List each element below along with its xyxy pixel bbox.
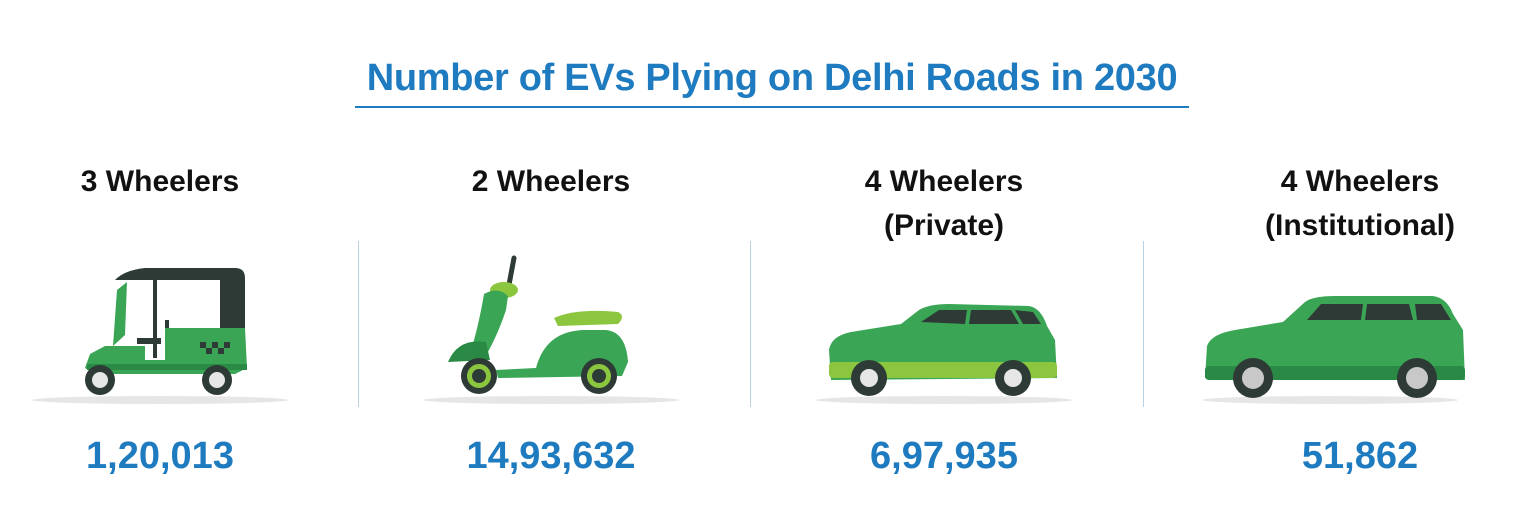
category-label: 2 Wheelers — [471, 165, 631, 198]
count-value: 1,20,013 — [86, 435, 234, 477]
scooter-icon — [423, 255, 679, 404]
page-title: Number of EVs Plying on Delhi Roads in 2… — [355, 52, 1189, 108]
category-label: 3 Wheelers — [80, 165, 240, 198]
category-label: 4 Wheelers (Private) — [864, 165, 1024, 242]
suv-car-icon — [1202, 296, 1465, 404]
hatchback-car-icon — [816, 304, 1072, 404]
count-value: 51,862 — [1301, 435, 1419, 477]
auto-rickshaw-icon — [32, 268, 288, 404]
category-label: 4 Wheelers (Institutional) — [1265, 165, 1455, 242]
divider — [1143, 241, 1144, 407]
count-value: 6,97,935 — [870, 435, 1018, 477]
divider — [750, 241, 751, 407]
count-value: 14,93,632 — [466, 435, 636, 477]
divider — [358, 241, 359, 407]
